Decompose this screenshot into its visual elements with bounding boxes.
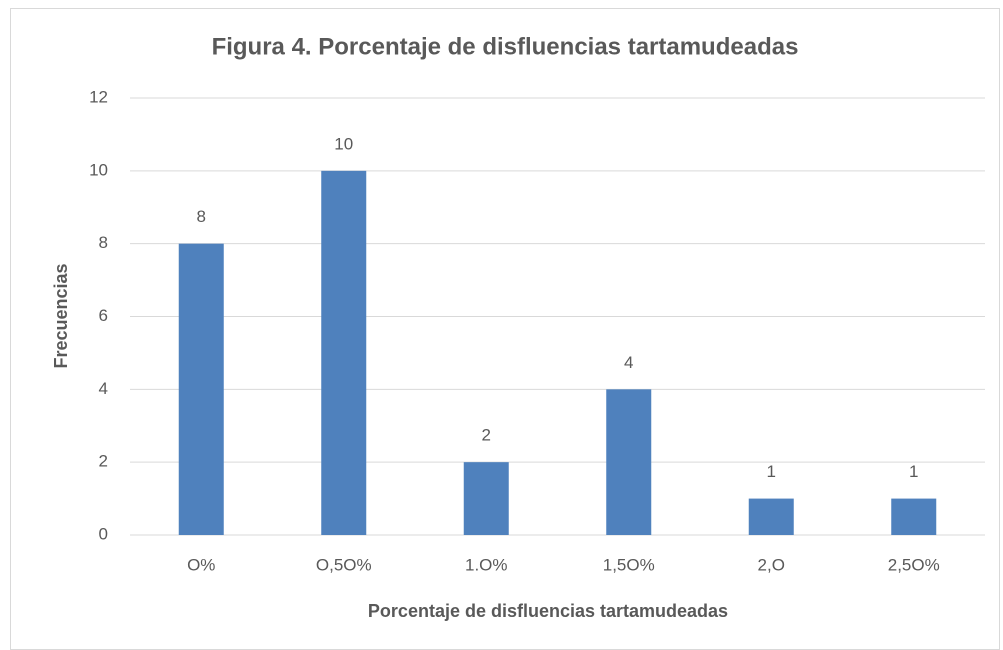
y-axis-title: Frecuencias (51, 263, 71, 368)
x-tick-label: 2,5O% (888, 555, 940, 574)
y-tick-label: 12 (89, 87, 108, 106)
bar (463, 462, 509, 535)
bar (321, 170, 367, 536)
chart-title: Figura 4. Porcentaje de disfluencias tar… (212, 33, 799, 60)
x-tick-label: 1,5O% (603, 555, 655, 574)
bar (178, 243, 224, 535)
y-tick-label: 4 (99, 379, 108, 398)
y-tick-label: 2 (99, 452, 108, 471)
x-tick-label: 2,O (758, 555, 785, 574)
chart-border (10, 8, 1000, 650)
x-tick-label: O% (187, 555, 215, 574)
x-axis-title: Porcentaje de disfluencias tartamudeadas (368, 601, 728, 621)
bar (748, 498, 794, 535)
data-label: 1 (767, 462, 776, 481)
bar (891, 498, 937, 535)
bar (606, 389, 652, 535)
data-label: 10 (334, 134, 353, 153)
data-label: 8 (197, 207, 206, 226)
y-tick-label: 10 (89, 160, 108, 179)
x-tick-label: O,5O% (316, 555, 372, 574)
y-tick-label: 0 (99, 524, 108, 543)
y-tick-label: 8 (99, 233, 108, 252)
data-label: 2 (482, 426, 491, 445)
x-tick-label: 1.O% (465, 555, 508, 574)
y-tick-label: 6 (99, 306, 108, 325)
data-label: 4 (624, 353, 633, 372)
data-label: 1 (909, 462, 918, 481)
